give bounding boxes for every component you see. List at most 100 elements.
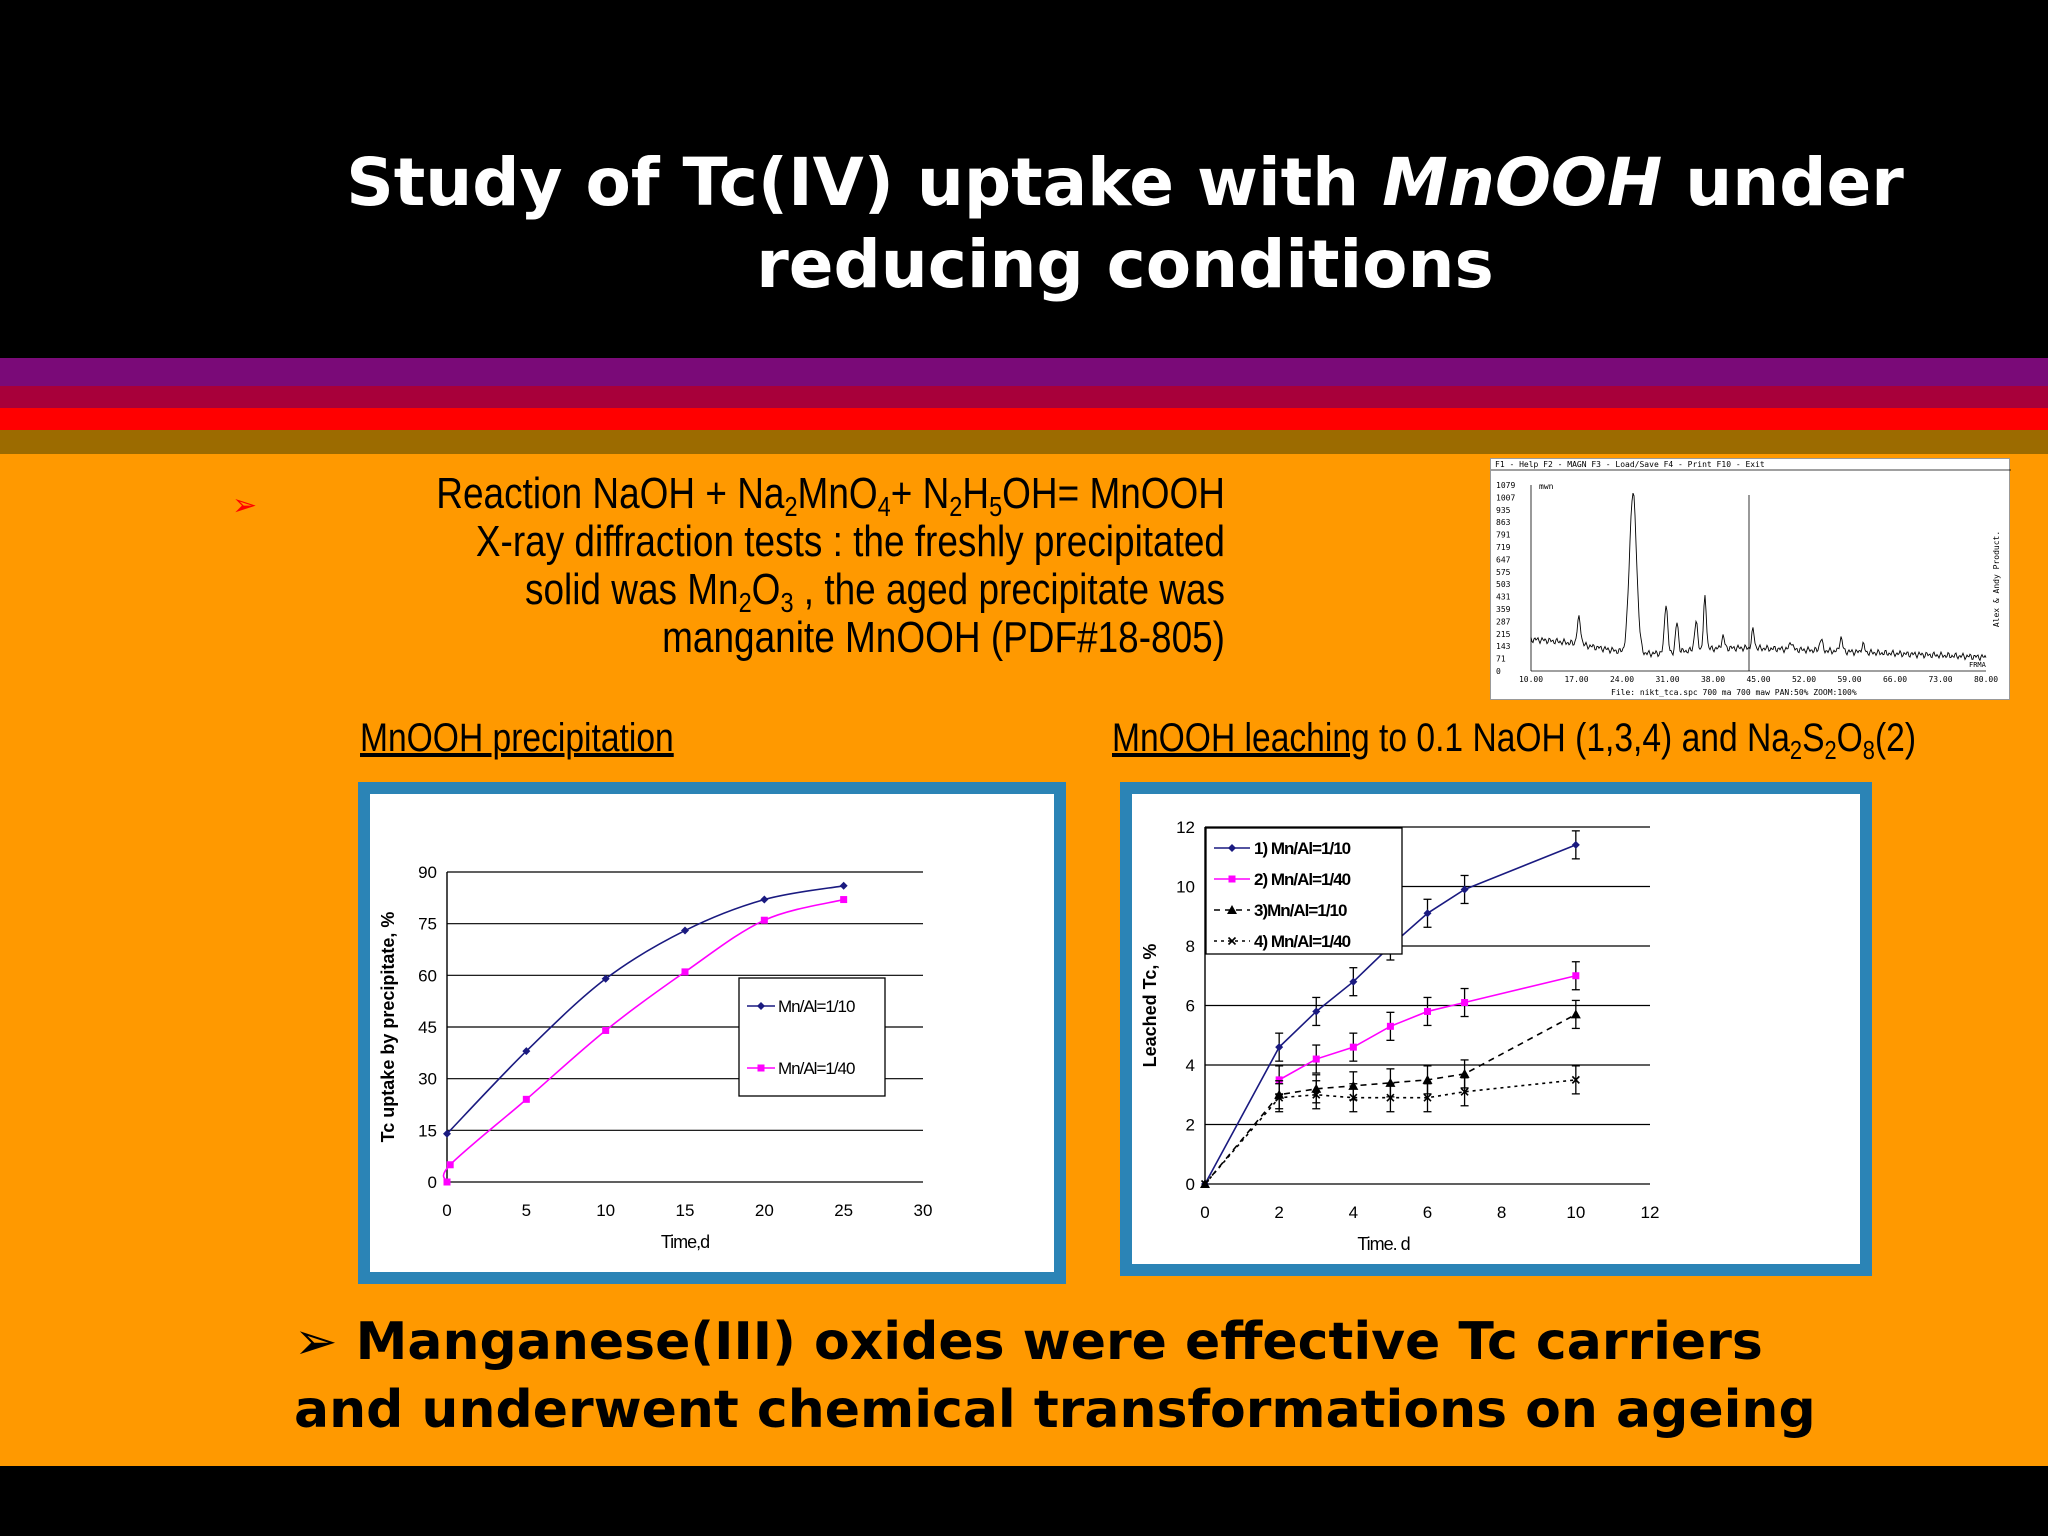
series-line: [1204, 844, 1577, 1185]
legend-label: 4) Mn/Al=1/40: [1254, 932, 1351, 951]
y-tick-label: 6: [1186, 997, 1195, 1016]
data-point: [1275, 1093, 1284, 1102]
data-point: [522, 1095, 530, 1103]
y-tick-label: 90: [418, 863, 437, 882]
x-tick-label: 10: [596, 1201, 615, 1220]
data-point: [1571, 1075, 1580, 1084]
xrd-x-tick: 66.00: [1883, 675, 1907, 684]
x-tick-label: 2: [1274, 1203, 1283, 1222]
series-line: [1278, 974, 1577, 1081]
xrd-corner-label: FRMA: [1969, 661, 1987, 669]
legend-label: Mn/Al=1/10: [778, 997, 855, 1016]
data-point: [840, 896, 848, 904]
x-tick-label: 25: [834, 1201, 853, 1220]
y-tick-label: 12: [1176, 818, 1195, 837]
legend-marker: [1228, 875, 1236, 883]
data-point: [1459, 1068, 1470, 1078]
xrd-x-tick: 17.00: [1564, 675, 1588, 684]
data-point: [839, 881, 848, 890]
y-tick-label: 0: [1186, 1175, 1195, 1194]
xrd-x-tick: 52.00: [1792, 675, 1816, 684]
xrd-y-tick: 143: [1496, 642, 1511, 651]
y-tick-label: 2: [1186, 1116, 1195, 1135]
legend-label: 3)Mn/Al=1/10: [1254, 901, 1347, 920]
y-tick-label: 8: [1186, 937, 1195, 956]
legend-marker: [1227, 905, 1237, 914]
xrd-y-tick: 575: [1496, 568, 1511, 577]
xrd-y-tick: 0: [1496, 667, 1501, 676]
stripe-brown: [0, 430, 2048, 454]
x-tick-label: 4: [1349, 1203, 1358, 1222]
xrd-y-tick: 1007: [1496, 493, 1515, 502]
caption-precipitation: MnOOH precipitation: [360, 716, 674, 760]
conclusion-text: ➢ Manganese(III) oxides were effective T…: [294, 1312, 1816, 1440]
xrd-y-tick: 431: [1496, 593, 1511, 602]
x-tick-label: 12: [1641, 1203, 1660, 1222]
data-point: [681, 968, 689, 976]
data-point: [443, 1129, 451, 1138]
leaching-chart-frame: 0 2 4 6 8 10 12 0 2 4 6 8 10 12 Time. d Leached Tc, % 1)…: [1120, 782, 1872, 1276]
xrd-x-tick: 80.00: [1974, 675, 1998, 684]
reaction-text: Reaction NaOH + Na2MnO4+ N2H5OH= MnOOH X…: [436, 469, 1226, 662]
y-tick-label: 15: [418, 1121, 437, 1140]
data-point: [1460, 885, 1469, 894]
y-axis-label: Leached Tc, %: [1140, 944, 1160, 1068]
xrd-x-tick: 24.00: [1610, 675, 1634, 684]
x-tick-label: 30: [914, 1201, 933, 1220]
data-point: [443, 1178, 451, 1186]
xrd-y-tick: 1079: [1496, 481, 1515, 490]
stripe-red: [0, 408, 2048, 430]
data-point: [1275, 1076, 1283, 1084]
series-line: [1204, 1079, 1576, 1185]
data-point: [1386, 1022, 1394, 1030]
precipitation-chart: 0 15 30 45 60 75 90 0 5 10 15 20 25 30 Time,d Tc uptake…: [378, 863, 933, 1252]
xrd-y-tick: 359: [1496, 605, 1511, 614]
xrd-y-tick: 791: [1496, 531, 1511, 540]
y-axis-label: Tc uptake by precipitate, %: [378, 912, 398, 1143]
xrd-x-tick: 59.00: [1837, 675, 1861, 684]
xrd-x-tick: 31.00: [1655, 675, 1679, 684]
data-point: [1275, 1043, 1284, 1052]
data-point: [1572, 972, 1580, 980]
data-point: [1385, 1077, 1396, 1087]
legend: 1) Mn/Al=1/10 2) Mn/Al=1/40 3)Mn/Al=1/10 4)…: [1205, 827, 1403, 955]
leaching-chart: 0 2 4 6 8 10 12 0 2 4 6 8 10 12 Time. d Leached Tc, % 1)…: [1140, 818, 1660, 1254]
x-tick-label: 20: [755, 1201, 774, 1220]
data-point: [1200, 1179, 1210, 1189]
stripe-crimson: [0, 386, 2048, 408]
data-point: [1422, 1074, 1433, 1084]
xrd-x-tick: 38.00: [1701, 675, 1725, 684]
legend-marker: [757, 1002, 765, 1010]
xrd-y-tick: 719: [1496, 543, 1511, 552]
xrd-y-tick: 287: [1496, 617, 1511, 626]
xrd-y-tick: 503: [1496, 580, 1511, 589]
x-tick-label: 15: [676, 1201, 695, 1220]
data-point: [522, 1047, 531, 1056]
xrd-x-tick: 10.00: [1519, 675, 1543, 684]
xrd-y-tick: 215: [1496, 630, 1511, 639]
series-4: [1200, 1065, 1580, 1189]
xrd-y-tick: 71: [1496, 655, 1506, 664]
data-point: [446, 1161, 454, 1169]
data-point: [1460, 1087, 1469, 1096]
title-band: [0, 0, 2048, 358]
xrd-menu: F1 - Help F2 - MAGN F3 - Load/Save F4 - …: [1495, 460, 1765, 469]
data-point: [1349, 977, 1358, 986]
xrd-unit-label: mwn: [1539, 482, 1554, 491]
y-tick-label: 0: [428, 1173, 437, 1192]
x-axis-label: Time,d: [661, 1232, 709, 1252]
legend-label: 2) Mn/Al=1/40: [1254, 870, 1351, 889]
series-2: [442, 896, 848, 1186]
xrd-y-tick: 863: [1496, 518, 1511, 527]
data-point: [760, 916, 768, 924]
legend-label: 1) Mn/Al=1/10: [1254, 839, 1351, 858]
data-point: [1423, 909, 1432, 918]
series-1: [443, 881, 848, 1138]
data-point: [681, 926, 689, 935]
xrd-footer: File: nikt_tca.spc 700 ma 700 maw PAN:50…: [1611, 688, 1857, 697]
legend-marker: [757, 1064, 765, 1072]
x-tick-label: 0: [442, 1201, 451, 1220]
data-point: [1570, 1009, 1581, 1019]
data-point: [1312, 1090, 1321, 1099]
xrd-x-tick: 45.00: [1746, 675, 1770, 684]
